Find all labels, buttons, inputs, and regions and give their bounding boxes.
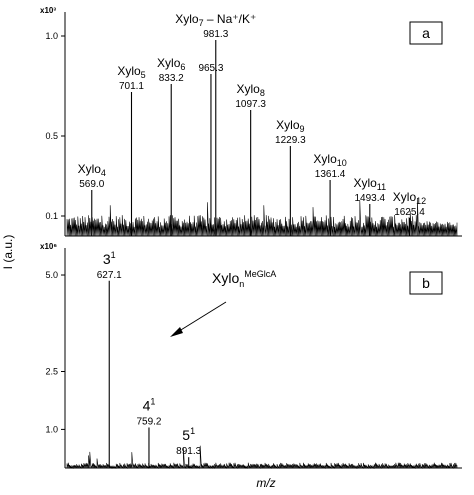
peak-mz-label: 759.2 (136, 416, 161, 427)
panel-b-noise (66, 445, 458, 470)
peak-ion-label: Xylo12 (393, 190, 426, 206)
panel-a-label: a (422, 25, 430, 41)
y-axis-title: I (a.u.) (1, 235, 15, 270)
peak-mz-label: 981.3 (203, 29, 228, 40)
y-tick-label: 1.0 (45, 31, 58, 41)
y-tick-label: 0.1 (45, 211, 58, 221)
x-axis-title: m/z (256, 476, 275, 490)
panel-a-label-box (409, 21, 443, 45)
peak-ion-label: Xylo8 (236, 82, 264, 98)
y-tick-label: 0.5 (45, 131, 58, 141)
peak-mz-label: 1361.4 (315, 169, 346, 180)
peak-ion-label: Xylo5 (117, 64, 145, 80)
peak-dp-label: 41 (143, 396, 156, 413)
panel-a-y-ticks: 0.1 0.5 1.0 (45, 31, 65, 221)
y-tick-label: 5.0 (45, 270, 58, 280)
annotation-arrow (170, 301, 227, 337)
baseline-noise-trace (66, 445, 458, 470)
y-tick-label: 1.0 (45, 424, 58, 434)
panel-b-y-multiplier: x10⁶ (40, 242, 57, 251)
panel-b-peaks: 627.1 31 759.2 41 891.3 51 (97, 250, 202, 468)
y-tick-label: 2.5 (45, 367, 58, 377)
peak-mz-label: 833.2 (159, 73, 184, 84)
panel-a-y-multiplier: x10³ (40, 6, 56, 15)
peak-mz-label: 1229.3 (275, 135, 306, 146)
peak-mz-label: 627.1 (97, 270, 122, 281)
peak-mz-label: 569.0 (79, 179, 104, 190)
panel-b-y-ticks: 1.0 2.5 5.0 (45, 270, 65, 434)
peak-mz-label: 965.3 (198, 63, 223, 74)
peak-ion-label: Xylo6 (157, 56, 185, 72)
peak-mz-label: 701.1 (119, 81, 144, 92)
peak-mz-label: 1097.3 (235, 99, 266, 110)
peak-ion-label: Xylo10 (313, 152, 346, 168)
peak-dp-label: 31 (103, 250, 116, 267)
peak-mz-label: 1625.4 (394, 207, 425, 218)
panel-b-label: b (422, 275, 430, 291)
peak-ion-label: Xylo4 (78, 162, 106, 178)
peak-mz-label: 1493.4 (354, 193, 385, 204)
peak-dp-label: 51 (182, 426, 195, 443)
peak-mz-label: 891.3 (176, 446, 201, 457)
panel-b-label-box (409, 271, 443, 295)
peak-ion-label: Xylo9 (276, 118, 304, 134)
spectrum-panel-b: x10⁶ b 1.0 2.5 5.0 627.1 31 759.2 41 891.3 51 X… (40, 242, 462, 470)
panel-b-annotation: XylonMeGlcA (212, 269, 276, 289)
peak-ion-label: Xylo11 (353, 176, 386, 192)
peak-ion-label: Xylo7 – Na⁺/K⁺ (175, 12, 256, 28)
